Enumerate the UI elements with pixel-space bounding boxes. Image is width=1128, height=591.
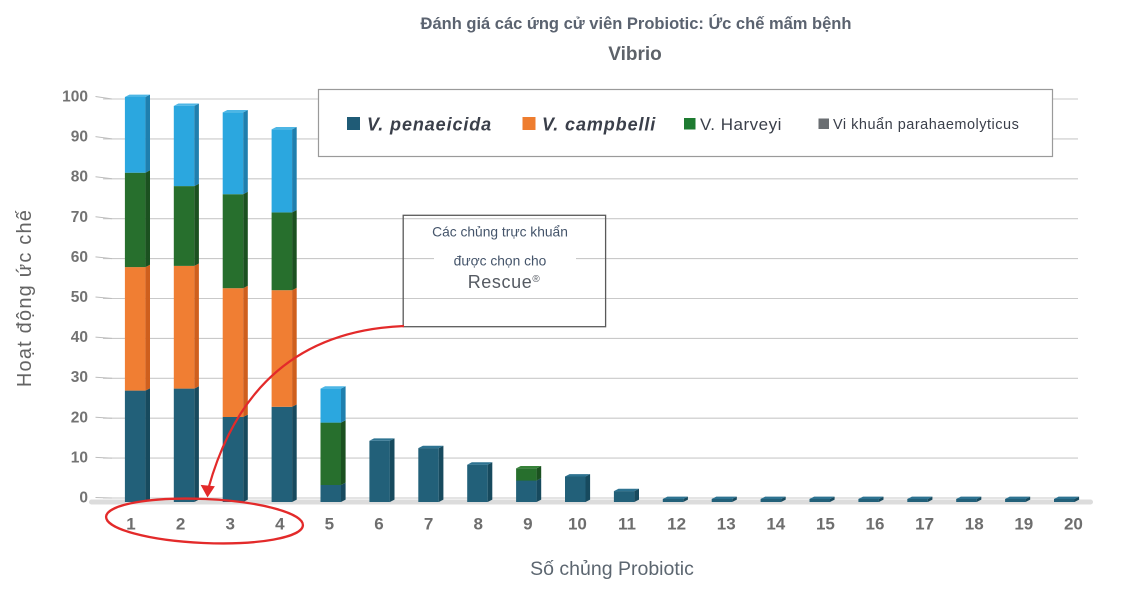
svg-text:Đánh giá các ứng cử viên Probi: Đánh giá các ứng cử viên Probiotic: Ức c…	[421, 14, 852, 33]
svg-text:Vibrio: Vibrio	[608, 44, 662, 65]
svg-text:10: 10	[71, 449, 88, 466]
svg-text:70: 70	[71, 209, 88, 226]
svg-text:20: 20	[71, 409, 88, 426]
svg-text:6: 6	[374, 515, 383, 534]
svg-text:16: 16	[866, 515, 885, 534]
svg-text:12: 12	[667, 515, 686, 534]
svg-text:Hoạt động ức chế: Hoạt động ức chế	[14, 209, 36, 387]
svg-text:được chọn cho: được chọn cho	[454, 254, 547, 269]
svg-text:80: 80	[71, 169, 88, 186]
svg-text:18: 18	[965, 515, 984, 534]
svg-text:1: 1	[126, 515, 135, 534]
svg-text:19: 19	[1014, 515, 1033, 534]
svg-text:8: 8	[473, 515, 482, 534]
svg-text:30: 30	[71, 369, 88, 386]
svg-text:Số chủng Probiotic: Số chủng Probiotic	[530, 558, 694, 580]
svg-text:4: 4	[275, 515, 285, 534]
svg-text:Rescue®: Rescue®	[468, 272, 541, 292]
svg-text:5: 5	[325, 515, 334, 534]
svg-text:3: 3	[225, 515, 234, 534]
svg-text:2: 2	[176, 515, 185, 534]
svg-text:20: 20	[1064, 515, 1083, 534]
svg-text:9: 9	[523, 515, 532, 534]
svg-text:Vi khuẩn parahaemolyticus: Vi khuẩn parahaemolyticus	[833, 117, 1019, 133]
svg-text:7: 7	[424, 515, 433, 534]
svg-text:11: 11	[618, 515, 636, 534]
svg-text:V. campbelli: V. campbelli	[542, 115, 656, 135]
svg-text:17: 17	[915, 515, 934, 534]
svg-text:10: 10	[568, 515, 587, 534]
svg-text:V. penaeicida: V. penaeicida	[367, 115, 492, 135]
svg-text:60: 60	[71, 249, 88, 266]
svg-text:0: 0	[79, 490, 88, 507]
svg-text:40: 40	[71, 329, 88, 346]
svg-text:90: 90	[71, 129, 88, 146]
svg-text:15: 15	[816, 515, 835, 534]
svg-text:100: 100	[62, 89, 88, 106]
svg-text:13: 13	[717, 515, 736, 534]
svg-text:V. Harveyi: V. Harveyi	[700, 115, 782, 134]
svg-text:14: 14	[766, 515, 785, 534]
svg-text:Các chủng trực khuẩn: Các chủng trực khuẩn	[432, 225, 568, 240]
svg-text:50: 50	[71, 289, 88, 306]
